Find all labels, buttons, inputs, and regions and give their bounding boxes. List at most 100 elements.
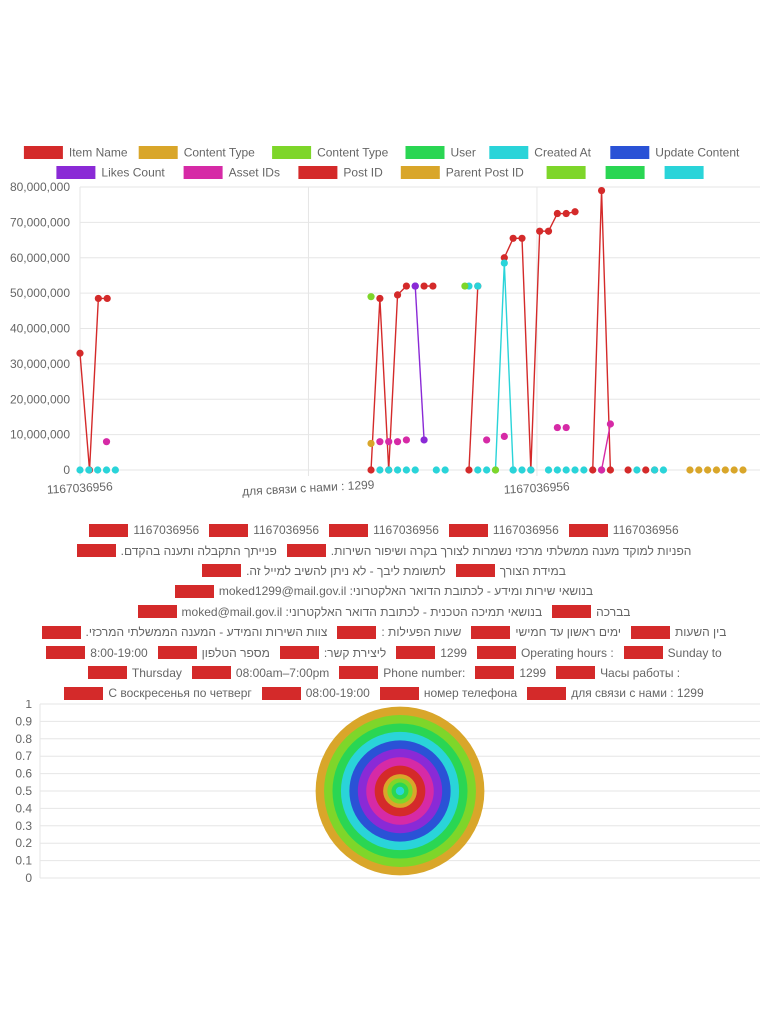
data-point[interactable] [606, 420, 615, 428]
data-point[interactable] [518, 466, 526, 474]
legend-entry[interactable]: 1167036956 [89, 523, 199, 537]
data-point[interactable] [441, 466, 449, 474]
legend-entry[interactable]: ימים ראשון עד חמישי [471, 625, 621, 639]
legend-entry[interactable]: בין השעות [630, 625, 726, 639]
data-point[interactable] [367, 439, 375, 448]
data-point[interactable] [553, 466, 561, 474]
data-point[interactable] [597, 466, 606, 474]
legend-entry[interactable]: С воскресенья по четверг [64, 686, 252, 700]
data-point[interactable] [411, 466, 419, 474]
data-point[interactable] [432, 466, 440, 474]
data-point[interactable] [721, 466, 729, 474]
legend-entry[interactable]: 1167036956 [448, 523, 559, 537]
legend-entry[interactable]: Sunday to [623, 646, 722, 660]
legend-entry[interactable]: 1299 [396, 646, 467, 660]
data-point[interactable] [376, 294, 384, 303]
data-point[interactable] [730, 466, 738, 474]
data-point[interactable] [474, 466, 482, 474]
legend-entry[interactable]: Thursday [87, 666, 182, 680]
data-point[interactable] [461, 282, 469, 290]
legend-entry[interactable]: Часы работы : [556, 666, 680, 680]
data-point[interactable] [509, 466, 517, 474]
legend-entry[interactable]: 1299 [475, 666, 546, 680]
data-point[interactable] [562, 466, 570, 474]
legend-item[interactable]: Update Content [610, 146, 740, 160]
data-point[interactable] [102, 438, 111, 446]
data-point[interactable] [420, 436, 428, 444]
data-point[interactable] [509, 234, 517, 242]
data-point[interactable] [597, 186, 606, 195]
legend-entry[interactable]: לתשומת ליבך - לא ניתן להשיב למייל זה. [202, 564, 446, 578]
data-point[interactable] [94, 466, 102, 474]
data-point[interactable] [580, 466, 588, 474]
data-point[interactable] [544, 466, 553, 474]
radial-ring[interactable] [395, 786, 405, 796]
data-point[interactable] [483, 436, 491, 444]
legend-entry[interactable]: 1167036956 [329, 523, 439, 537]
legend-item[interactable]: Item Name [23, 146, 128, 160]
data-point[interactable] [589, 466, 597, 474]
legend-entry[interactable]: הפניות למוקד מענה ממשלתי מרכזי נשמרות לצ… [286, 544, 691, 558]
data-point[interactable] [633, 466, 641, 474]
legend-entry[interactable]: צוות השירות והמידע - המענה הממשלתי המרכז… [41, 625, 327, 639]
legend-entry[interactable]: במידת הצורך [455, 564, 566, 578]
legend-item[interactable]: Likes Count [56, 166, 165, 180]
data-point[interactable] [367, 466, 375, 474]
data-point[interactable] [500, 259, 508, 267]
data-point[interactable] [695, 466, 703, 474]
data-point[interactable] [111, 466, 119, 474]
data-point[interactable] [624, 466, 632, 474]
legend-entry[interactable]: Operating hours : [476, 646, 614, 660]
data-point[interactable] [562, 209, 570, 218]
legend-item[interactable]: Created At [489, 146, 592, 160]
data-point[interactable] [385, 438, 393, 446]
data-point[interactable] [571, 208, 579, 216]
legend-entry[interactable]: 1167036956 [568, 523, 679, 537]
data-point[interactable] [402, 282, 410, 290]
legend-entry[interactable]: בנושאי תמיכה הטכנית - לכתובת הדואר האלקט… [137, 605, 542, 619]
legend-entry[interactable]: 08:00-19:00 [261, 686, 370, 700]
data-point[interactable] [85, 466, 93, 474]
data-point[interactable] [483, 466, 491, 474]
data-point[interactable] [651, 466, 659, 474]
data-point[interactable] [402, 466, 410, 474]
legend-item[interactable]: Content Type [138, 146, 255, 160]
legend-entry[interactable]: 8:00-19:00 [46, 646, 148, 660]
data-point[interactable] [94, 294, 102, 303]
data-point[interactable] [76, 466, 84, 474]
data-point[interactable] [712, 466, 721, 474]
data-point[interactable] [465, 466, 473, 474]
data-point[interactable] [491, 466, 500, 474]
data-point[interactable] [102, 466, 111, 474]
legend-item[interactable] [605, 166, 645, 179]
data-point[interactable] [393, 466, 402, 474]
data-point[interactable] [527, 466, 535, 474]
data-point[interactable] [376, 466, 384, 474]
legend-entry[interactable]: ליצירת קשר: [279, 646, 386, 660]
data-point[interactable] [659, 466, 668, 474]
data-point[interactable] [103, 294, 111, 303]
legend-entry[interactable]: Phone number: [339, 666, 465, 680]
legend-item[interactable] [546, 166, 586, 179]
data-point[interactable] [429, 282, 437, 290]
legend-item[interactable] [664, 166, 704, 179]
data-point[interactable] [536, 227, 544, 235]
legend-entry[interactable]: номер телефона [379, 686, 517, 700]
data-point[interactable] [393, 438, 402, 446]
data-point[interactable] [571, 466, 579, 474]
data-point[interactable] [518, 234, 526, 242]
legend-entry[interactable]: פנייתך התקבלה ותענה בהקדם. [76, 544, 277, 558]
legend-item[interactable]: Post ID [298, 166, 383, 180]
data-point[interactable] [385, 466, 393, 474]
legend-entry[interactable]: 1167036956 [209, 523, 319, 537]
data-point[interactable] [686, 466, 694, 474]
data-point[interactable] [562, 423, 570, 432]
data-point[interactable] [704, 466, 712, 474]
data-point[interactable] [411, 282, 419, 290]
data-point[interactable] [553, 423, 561, 432]
data-point[interactable] [553, 209, 561, 218]
legend-entry[interactable]: בברכה [552, 605, 630, 619]
data-point[interactable] [500, 254, 508, 262]
data-point[interactable] [367, 293, 375, 301]
data-point[interactable] [76, 349, 84, 357]
